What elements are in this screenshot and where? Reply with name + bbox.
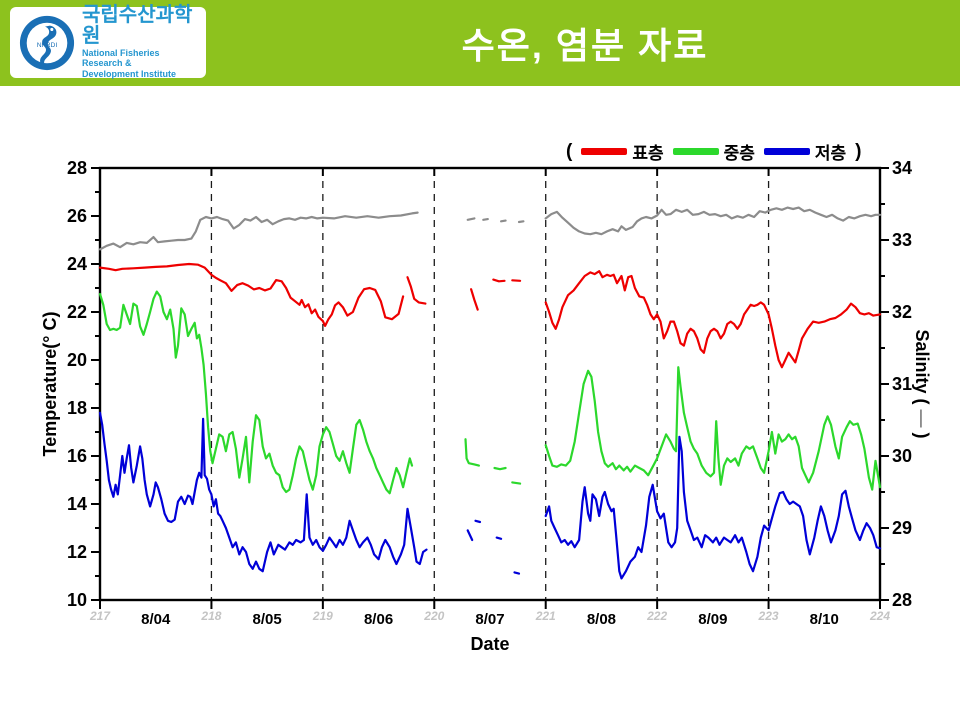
svg-text:12: 12 [67,542,87,562]
svg-text:34: 34 [892,158,912,178]
x-axis-title: Date [470,634,509,654]
svg-text:18: 18 [67,398,87,418]
svg-text:33: 33 [892,230,912,250]
svg-text:31: 31 [892,374,912,394]
legend-open-paren: ( [566,140,573,162]
svg-text:29: 29 [892,518,912,538]
legend-item-surface: 표층 [581,139,664,164]
svg-text:26: 26 [67,206,87,226]
org-name-english-line1: National Fisheries Research & [82,48,160,68]
svg-text:24: 24 [67,254,87,274]
day-number-label: 218 [200,609,221,623]
svg-text:22: 22 [67,302,87,322]
day-number-label: 219 [312,609,333,623]
series-salinity [98,206,882,251]
day-number-label: 217 [89,609,111,623]
org-name-korean: 국립수산과학원 [82,4,193,48]
org-name-english-line2: Development Institute [82,69,177,80]
axes: 10 12 14 16 18 20 22 24 26 28 28 29 30 31 32 33 34 217 218… [40,158,932,654]
legend-label-middle: 중층 [723,144,755,163]
nfrdi-seal-icon: NFRDI [19,15,75,70]
seal-text: NFRDI [37,41,58,48]
legend-close-paren: ) [855,140,862,162]
org-text: 국립수산과학원 National Fisheries Research & De… [82,5,200,79]
svg-text:20: 20 [67,350,87,370]
left-axis-title: Temperature(° C) [40,312,60,457]
svg-text:30: 30 [892,446,912,466]
middle-line-swatch [672,148,719,155]
series-bottom [98,411,882,580]
legend-item-middle: 중층 [672,139,755,164]
date-tick-label: 8/08 [587,611,616,628]
svg-text:10: 10 [67,590,87,610]
right-axis-title: Salinity ( — ) [912,329,932,438]
series-middle [98,290,882,495]
date-tick-label: 8/04 [141,611,171,628]
svg-text:16: 16 [67,446,87,466]
nfrdi-logo: NFRDI 국립수산과학원 National Fisheries Researc… [10,5,206,79]
day-number-label: 224 [869,609,890,623]
day-number-label: 221 [535,609,556,623]
svg-text:14: 14 [67,494,87,514]
surface-line-swatch [581,148,628,155]
date-tick-label: 8/05 [253,611,282,628]
bottom-line-swatch [763,148,810,155]
gridlines [210,168,770,600]
day-number-label: 222 [646,609,667,623]
legend-label-surface: 표층 [632,144,664,163]
date-tick-label: 8/09 [698,611,727,628]
svg-text:28: 28 [67,158,87,178]
date-tick-label: 8/10 [810,611,839,628]
plot-frame [98,166,882,602]
day-number-label: 220 [423,609,444,623]
legend-item-bottom: 저층 [763,139,847,164]
date-tick-label: 8/07 [475,611,504,628]
day-number-label: 223 [758,609,779,623]
svg-text:32: 32 [892,302,912,322]
page-title: 수온, 염분 자료 [461,25,709,66]
date-tick-label: 8/06 [364,611,393,628]
svg-text:28: 28 [892,590,912,610]
header-bar: NFRDI 국립수산과학원 National Fisheries Researc… [0,0,960,86]
series-surface [98,262,882,369]
chart-legend: ( 표층 중층 저층 ) [566,139,862,164]
legend-label-bottom: 저층 [814,144,847,163]
